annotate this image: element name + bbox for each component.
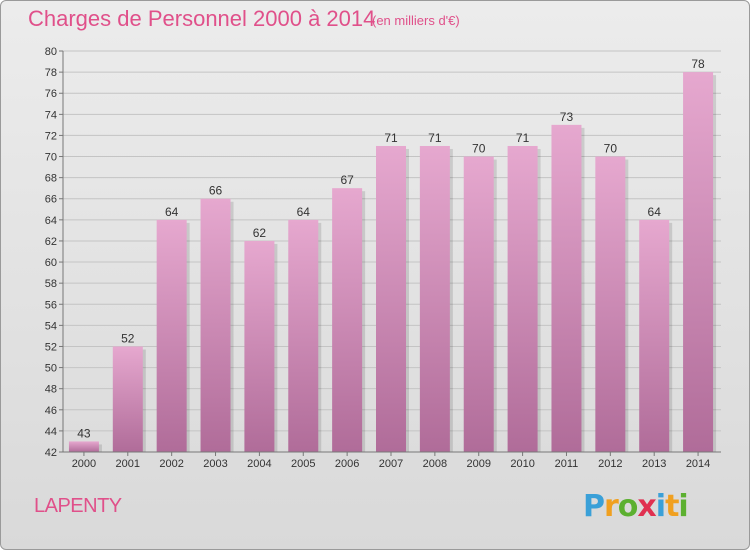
logo-letter: i [655, 489, 666, 524]
x-tick-label: 2009 [466, 458, 490, 470]
bar-value-label: 43 [77, 426, 91, 440]
bar [639, 219, 670, 452]
bar [463, 156, 494, 453]
y-tick-label: 56 [45, 299, 57, 311]
y-tick-label: 54 [45, 320, 57, 332]
x-tick-label: 2004 [247, 458, 271, 470]
bar [376, 145, 406, 452]
bar [683, 72, 714, 453]
bar [332, 188, 363, 452]
bar [156, 219, 187, 452]
x-tick-label: 2006 [335, 458, 359, 470]
x-tick-label: 2005 [291, 458, 315, 470]
x-tick-label: 2001 [116, 458, 140, 470]
x-tick-label: 2010 [510, 458, 534, 470]
x-tick-label: 2000 [72, 458, 96, 470]
bar-value-label: 70 [472, 142, 486, 156]
x-tick-label: 2011 [555, 458, 579, 470]
bar [551, 124, 582, 453]
y-tick-label: 64 [45, 215, 57, 227]
y-tick-label: 68 [45, 173, 57, 185]
x-tick-label: 2002 [159, 458, 183, 470]
y-tick-label: 76 [45, 88, 57, 100]
logo-letter: r [604, 489, 619, 524]
x-tick-label: 2007 [379, 458, 403, 470]
bars [68, 72, 717, 453]
bar [419, 145, 450, 452]
bar-value-label: 52 [121, 331, 135, 345]
bar [68, 441, 99, 452]
logo-letter: x [637, 489, 656, 524]
bar-value-label: 64 [297, 205, 311, 219]
x-tick-label: 2003 [203, 458, 227, 470]
bar-value-label: 71 [516, 131, 530, 145]
y-tick-label: 60 [45, 257, 57, 269]
y-tick-label: 80 [45, 46, 57, 58]
bar [595, 156, 626, 453]
bar [200, 198, 231, 452]
logo-letter: P [583, 489, 605, 524]
x-tick-label: 2014 [686, 458, 710, 470]
bar [507, 145, 538, 452]
y-tick-label: 50 [45, 363, 57, 375]
logo-letter: t [665, 489, 679, 524]
y-tick-label: 44 [45, 426, 57, 438]
y-tick-label: 78 [45, 67, 57, 79]
y-tick-label: 46 [45, 405, 57, 417]
logo-letter: i [678, 489, 688, 524]
x-tick-label: 2008 [423, 458, 447, 470]
axes [59, 50, 721, 456]
chart-subtitle: (en milliers d'€) [372, 13, 460, 28]
bar [112, 346, 143, 452]
proxiti-logo[interactable]: Proxiti [583, 489, 689, 524]
bar-value-label: 71 [384, 131, 398, 145]
y-tick-label: 66 [45, 194, 57, 206]
bar-value-label: 67 [340, 173, 354, 187]
labels: 42 44 46 48 50 52 54 56 58 60 62 64 66 68 70 72 74 76 78 80… [45, 46, 711, 470]
bar-value-label: 64 [165, 205, 179, 219]
chart-title: Charges de Personnel 2000 à 2014 [28, 6, 376, 31]
x-tick-label: 2012 [598, 458, 622, 470]
bar-value-label: 66 [209, 184, 223, 198]
y-tick-label: 58 [45, 278, 57, 290]
y-tick-label: 42 [45, 447, 57, 459]
bar-value-label: 73 [560, 110, 574, 124]
x-tick-label: 2013 [642, 458, 666, 470]
y-tick-label: 62 [45, 236, 57, 248]
logo-letter: o [617, 489, 639, 524]
bar [244, 240, 275, 452]
y-tick-label: 52 [45, 341, 57, 353]
bar-value-label: 78 [691, 57, 705, 71]
bar [288, 219, 319, 452]
commune-name: LAPENTY [34, 495, 122, 517]
bar-value-label: 71 [428, 131, 442, 145]
bar-value-label: 64 [648, 205, 662, 219]
y-tick-label: 48 [45, 384, 57, 396]
y-tick-label: 74 [45, 109, 57, 121]
y-tick-label: 72 [45, 130, 57, 142]
bar-value-label: 70 [604, 142, 618, 156]
y-tick-label: 70 [45, 152, 57, 164]
bar-value-label: 62 [253, 226, 267, 240]
